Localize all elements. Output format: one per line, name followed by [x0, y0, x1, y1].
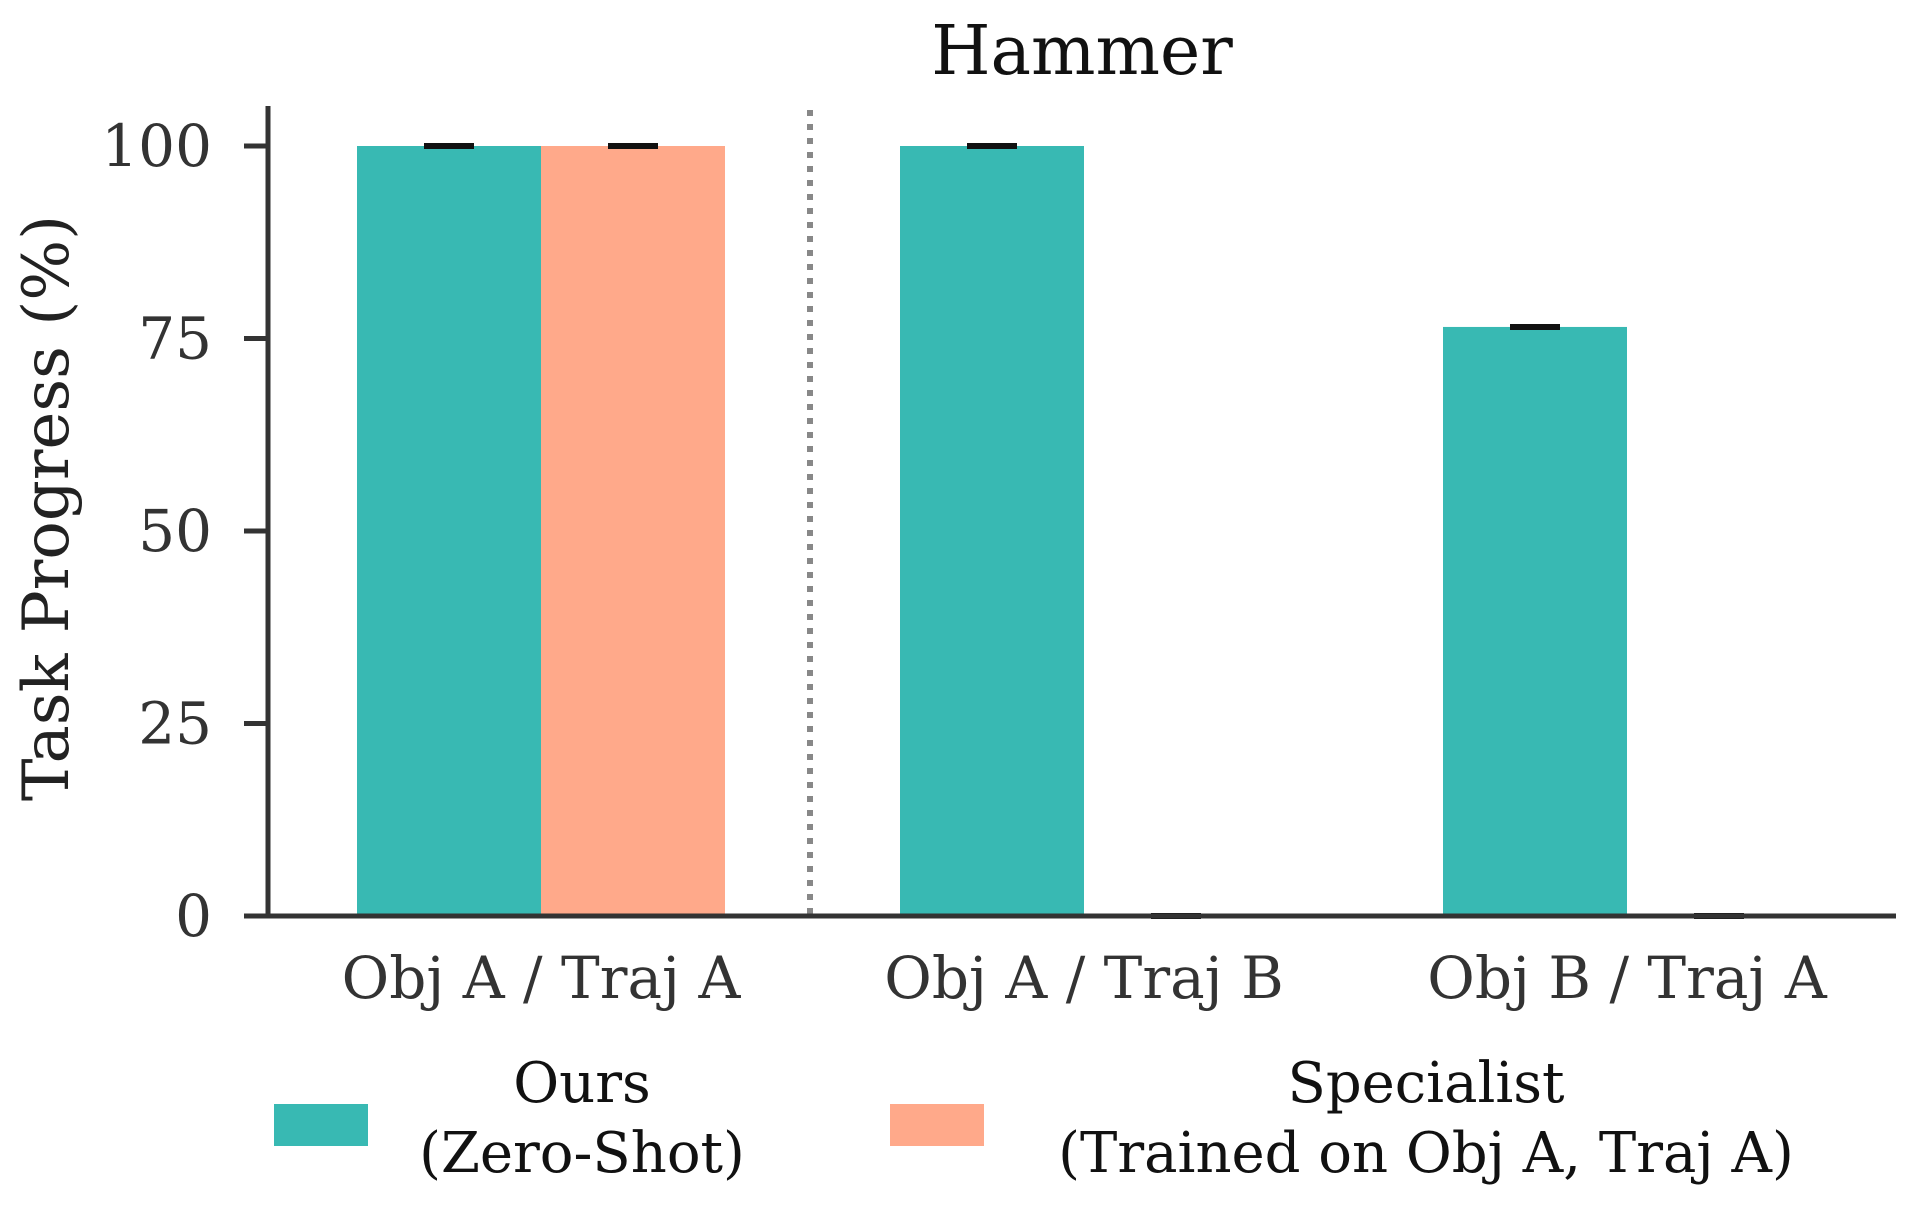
legend-label-specialist-line2: (Trained on Obj A, Traj A) [1058, 1121, 1794, 1186]
bar-ours-3 [1443, 326, 1627, 916]
y-axis-label: Task Progress (%) [10, 215, 84, 801]
legend-label-specialist-line1: Specialist [1287, 1051, 1565, 1116]
legend-label-ours-line1: Ours [513, 1051, 650, 1116]
bar-ours-2 [900, 146, 1084, 916]
bar-specialist-1 [541, 146, 725, 916]
y-tick-label-50: 50 [138, 497, 212, 565]
legend-swatch-specialist [890, 1104, 984, 1146]
y-tick-label-75: 75 [138, 305, 212, 373]
x-tick-label-3: Obj B / Traj A [1427, 944, 1828, 1012]
bar-ours-1 [357, 146, 541, 916]
y-tick-label-100: 100 [101, 112, 212, 180]
legend-label-ours-line2: (Zero-Shot) [419, 1121, 745, 1186]
x-tick-label-2: Obj A / Traj B [884, 944, 1283, 1012]
y-tick-label-0: 0 [175, 882, 212, 950]
x-tick-label-1: Obj A / Traj A [342, 944, 742, 1012]
y-tick-label-25: 25 [138, 690, 212, 758]
chart-title: Hammer [931, 12, 1233, 91]
legend-swatch-ours [274, 1104, 368, 1146]
